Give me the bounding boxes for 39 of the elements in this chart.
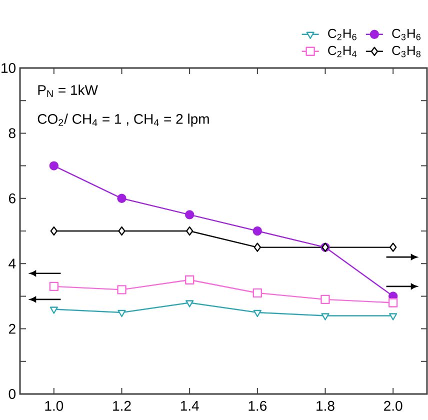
point [184, 210, 194, 220]
x-tick-label: 1.6 [248, 400, 267, 411]
annotation: CO$_{2}$/ CH$_{4}$ = 1 , CH$_{4}$ = 2 lpm [38, 114, 209, 127]
point [117, 285, 126, 294]
point [253, 310, 262, 318]
point [254, 242, 262, 252]
point [50, 226, 58, 236]
point [118, 226, 126, 236]
y-tick-label: 2 [8, 324, 16, 334]
x-tick-label: 1.8 [316, 400, 334, 411]
point [389, 313, 398, 320]
y-tick-label: 10 [2, 63, 16, 73]
x-tick-label: 1.0 [45, 400, 64, 411]
x-tick-label: 2.0 [384, 400, 402, 411]
legend-label: C$_{2}$H$_{4}$ [328, 46, 357, 58]
legend-label: C$_{3}$H$_{8}$ [392, 46, 421, 58]
point [321, 313, 330, 320]
legend-label: C$_{2}$H$_{6}$ [328, 28, 356, 40]
y-tick-label: 8 [8, 128, 16, 138]
y-tick-label: 6 [9, 193, 16, 204]
annotation: P$_{N}$ = 1kW [38, 84, 98, 97]
y-tick-label: 4 [8, 258, 16, 268]
point [320, 294, 330, 304]
point [49, 282, 59, 292]
point [389, 242, 397, 252]
point [50, 306, 58, 314]
point [252, 288, 262, 298]
legend-label: C$_{3}$H$_{6}$ [392, 28, 421, 40]
y-tick-label: 0 [8, 389, 16, 399]
point [186, 226, 194, 236]
point [118, 310, 126, 318]
point [252, 226, 262, 236]
x-tick-label: 1.4 [180, 400, 199, 411]
point [117, 194, 126, 203]
point [49, 161, 59, 170]
point [184, 275, 194, 284]
point [388, 298, 398, 308]
point [186, 300, 194, 308]
x-tick-label: 1.2 [113, 400, 131, 411]
